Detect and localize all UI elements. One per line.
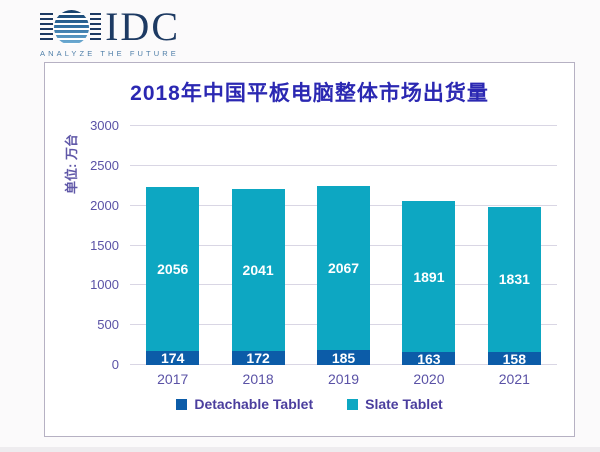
value-label: 158: [502, 350, 526, 367]
chart-container: 2018年中国平板电脑整体市场出货量 单位: 万台 0 500 1000 1500 20…: [44, 62, 575, 437]
bottom-strip: [0, 447, 600, 452]
bar-segment-slate-tablet-2018: 2041: [231, 188, 285, 352]
bar-slot-2020: 163 1891: [386, 126, 471, 367]
bar-segment-detachable-tablet-2021: 158: [487, 350, 541, 367]
x-axis-labels: 2017 2018 2019 2020 2021: [130, 371, 557, 387]
legend-item-slate-tablet: Slate Tablet: [347, 396, 443, 412]
legend-swatch-icon: [176, 398, 188, 410]
bar-segment-slate-tablet-2019: 2067: [317, 185, 371, 351]
value-label: 172: [246, 350, 270, 367]
bar-segment-slate-tablet-2020: 1891: [402, 201, 456, 353]
legend-label: Detachable Tablet: [194, 396, 314, 412]
value-label: 2067: [327, 259, 360, 276]
logo-row: IDC: [40, 4, 180, 49]
x-tick-label-2020: 2020: [413, 371, 445, 387]
logo-text: IDC: [105, 4, 180, 49]
logo-globe-icon: [53, 9, 89, 45]
y-tick-label-0: 0: [111, 357, 119, 372]
y-tick-label-3000: 3000: [90, 118, 119, 133]
logo-tagline: ANALYZE THE FUTURE: [40, 49, 179, 58]
bar-segment-slate-tablet-2021: 1831: [487, 206, 541, 353]
logo-speedlines-left-icon: [40, 13, 53, 41]
bar-2019: 185 2067: [317, 185, 371, 366]
y-axis-ticks: 0 500 1000 1500 2000 2500 3000: [57, 118, 119, 372]
legend-label: Slate Tablet: [365, 396, 443, 412]
bar-2020: 163 1891: [402, 201, 456, 367]
gridline-2500: [130, 164, 557, 166]
bar-slot-2017: 174 2056: [130, 126, 215, 365]
legend-item-detachable-tablet: Detachable Tablet: [176, 396, 313, 412]
idc-logo: IDC ANALYZE THE FUTURE: [40, 4, 180, 58]
bar-segment-detachable-tablet-2020: 163: [402, 350, 456, 367]
plot-area: 174 2056 172 2041 185 2067 163 1891 158 1831: [130, 125, 557, 367]
value-label: 174: [161, 350, 185, 367]
bar-slot-2019: 185 2067: [301, 126, 386, 365]
bar-segment-slate-tablet-2017: 2056: [146, 187, 200, 352]
y-tick-label-2500: 2500: [90, 157, 119, 173]
bar-segment-detachable-tablet-2017: 174: [146, 350, 200, 367]
legend-swatch-icon: [347, 398, 359, 410]
y-tick-label-1500: 1500: [90, 237, 119, 253]
chart-legend: Detachable Tablet Slate Tablet: [45, 396, 574, 412]
value-label: 2056: [157, 261, 189, 278]
bars: 174 2056 172 2041 185 2067 163 1891 158 1831: [130, 126, 557, 367]
x-tick-label-2017: 2017: [157, 371, 189, 387]
value-label: 163: [417, 350, 441, 367]
bar-slot-2021: 158 1831: [472, 126, 557, 367]
x-tick-label-2019: 2019: [327, 371, 360, 387]
bar-segment-detachable-tablet-2018: 172: [231, 350, 285, 367]
logo-speedlines-right-icon: [89, 13, 102, 41]
value-label: 2041: [242, 262, 274, 279]
value-label: 1831: [498, 271, 530, 288]
bar-2021: 158 1831: [487, 206, 541, 367]
value-label: 185: [331, 349, 356, 366]
bar-2017: 174 2056: [146, 187, 200, 367]
chart-title: 2018年中国平板电脑整体市场出货量: [130, 82, 489, 105]
value-label: 1891: [413, 268, 445, 285]
x-tick-label-2018: 2018: [242, 371, 274, 387]
x-tick-label-2021: 2021: [498, 371, 530, 387]
gridline-3000: [130, 125, 557, 126]
y-tick-label-1000: 1000: [90, 277, 119, 293]
y-tick-label-2000: 2000: [90, 197, 119, 213]
bar-slot-2018: 172 2041: [215, 126, 300, 365]
bar-2018: 172 2041: [231, 188, 285, 367]
y-tick-label-500: 500: [97, 317, 119, 333]
bar-segment-detachable-tablet-2019: 185: [317, 349, 371, 366]
